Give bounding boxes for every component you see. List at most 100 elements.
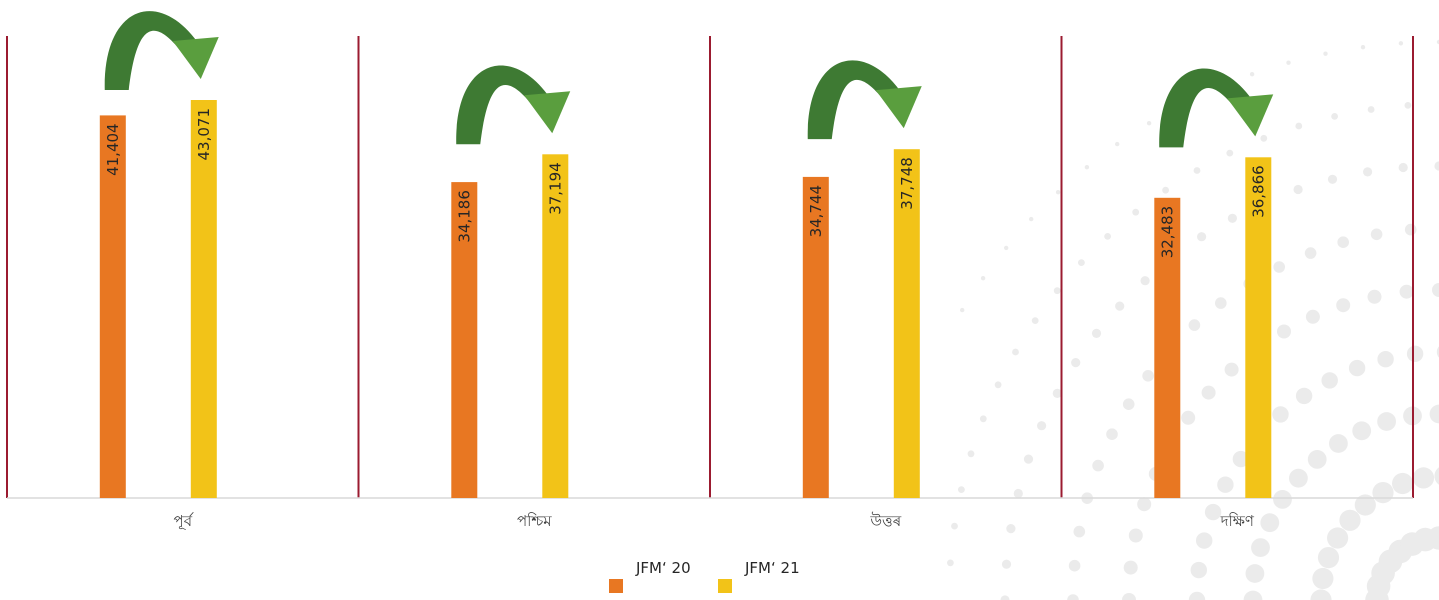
decor-dot [1352, 421, 1372, 441]
decor-dot [1434, 467, 1439, 485]
category-label: পশ্চিম [517, 512, 552, 530]
decor-dot [1336, 298, 1351, 313]
arrow-head [172, 37, 219, 79]
legend-label-jfm21: JFM‘ 21 [744, 559, 800, 577]
decor-dot [1068, 559, 1081, 572]
decor-dot [1360, 45, 1366, 50]
decor-dot [1363, 167, 1373, 177]
increase-arrow-icon [104, 11, 219, 90]
decor-dot [1323, 51, 1328, 56]
decor-dot [1406, 345, 1424, 362]
decor-dot [951, 522, 958, 530]
decor-dot [1078, 259, 1085, 266]
arrow-body [807, 60, 904, 140]
decor-dot [1188, 319, 1201, 331]
legend: JFM‘ 20 JFM‘ 21 [609, 559, 800, 593]
arrow-head [875, 86, 922, 129]
decor-dot [1321, 372, 1338, 389]
decor-dot [1128, 528, 1143, 543]
decor-dot [1123, 560, 1138, 575]
decor-dot [1277, 324, 1291, 339]
decor-dot [1377, 412, 1396, 431]
decor-dot [1106, 428, 1118, 441]
decor-dot [1354, 494, 1376, 516]
decor-dot [1367, 289, 1382, 304]
decor-dot [1053, 287, 1061, 295]
decor-dot [1327, 527, 1349, 549]
decor-dot [1273, 490, 1292, 509]
decor-dot [1232, 450, 1250, 468]
decor-dot [1412, 467, 1435, 489]
decor-dot [1273, 261, 1285, 273]
decor-dot [994, 381, 1002, 389]
decor-dot [1260, 134, 1268, 142]
decor-dot [1013, 488, 1023, 499]
decor-dot [967, 450, 975, 458]
decor-dot [1398, 41, 1404, 46]
data-label: 34,744 [807, 185, 825, 238]
decor-dot [1023, 454, 1034, 464]
decor-dot [1245, 564, 1265, 583]
increase-arrow-icon [807, 60, 922, 140]
decor-dot [1122, 593, 1136, 600]
decor-dot [1012, 348, 1019, 356]
decor-dot [1115, 301, 1125, 311]
decor-dot [1084, 165, 1090, 170]
bar-jfm20 [451, 182, 478, 498]
decor-dot [1399, 284, 1414, 299]
decor-dot [1201, 385, 1216, 400]
decor-dot [1317, 547, 1340, 569]
decor-dot [1436, 39, 1439, 45]
decor-dot [1295, 122, 1303, 130]
decor-dot [1140, 276, 1150, 286]
decor-dot [1377, 351, 1394, 368]
decor-dot [1142, 370, 1154, 382]
bar-jfm21 [1245, 157, 1272, 499]
decor-dot [1224, 362, 1239, 377]
decor-dot [960, 307, 965, 313]
decor-dot [947, 559, 954, 567]
decor-dot [1193, 167, 1201, 174]
decor-dot [1329, 434, 1348, 453]
category-dividers [6, 36, 1414, 498]
decor-dot [1307, 450, 1327, 469]
decor-dot [1436, 346, 1439, 358]
decor-dot [1104, 233, 1111, 240]
legend-swatch-jfm21 [718, 579, 732, 593]
data-label: 43,071 [195, 108, 213, 161]
decor-dot [1132, 208, 1140, 216]
arrow-body [1159, 68, 1256, 148]
decorative-dot-pattern [947, 39, 1439, 600]
data-label: 32,483 [1158, 206, 1176, 258]
decor-dot [1188, 591, 1206, 600]
decor-dot [1162, 186, 1169, 194]
category-label: উত্তৰ [869, 512, 901, 530]
decor-dot [958, 486, 965, 493]
decor-dot [1215, 297, 1227, 309]
decor-dot [1000, 595, 1010, 600]
decor-dot [1370, 228, 1383, 241]
decor-dot [1122, 398, 1135, 411]
decor-dot [1295, 387, 1313, 405]
decor-dot [1190, 561, 1208, 579]
decor-dot [1071, 358, 1081, 368]
category-label: দক্ষিণ [1220, 512, 1255, 530]
bar-jfm20 [802, 176, 829, 498]
decor-dot [1227, 213, 1237, 223]
decor-dot [1427, 526, 1439, 550]
decor-dot [1404, 223, 1417, 236]
decor-dot [1312, 567, 1334, 590]
decor-dot [1392, 472, 1414, 495]
legend-label-jfm20: JFM‘ 20 [635, 559, 691, 577]
decor-dot [1327, 174, 1338, 184]
decor-dot [1260, 513, 1280, 533]
decor-dot [1031, 317, 1039, 324]
bar-jfm21 [893, 149, 920, 498]
bars-group: 41,404 43,071 34,186 37,194 34,744 37,748 32,4… [99, 100, 1272, 499]
data-label: 36,866 [1249, 165, 1267, 218]
decor-dot [1367, 106, 1375, 113]
increase-arrow-icon [1159, 68, 1274, 148]
data-label: 37,748 [898, 157, 916, 210]
arrow-head [524, 91, 571, 134]
